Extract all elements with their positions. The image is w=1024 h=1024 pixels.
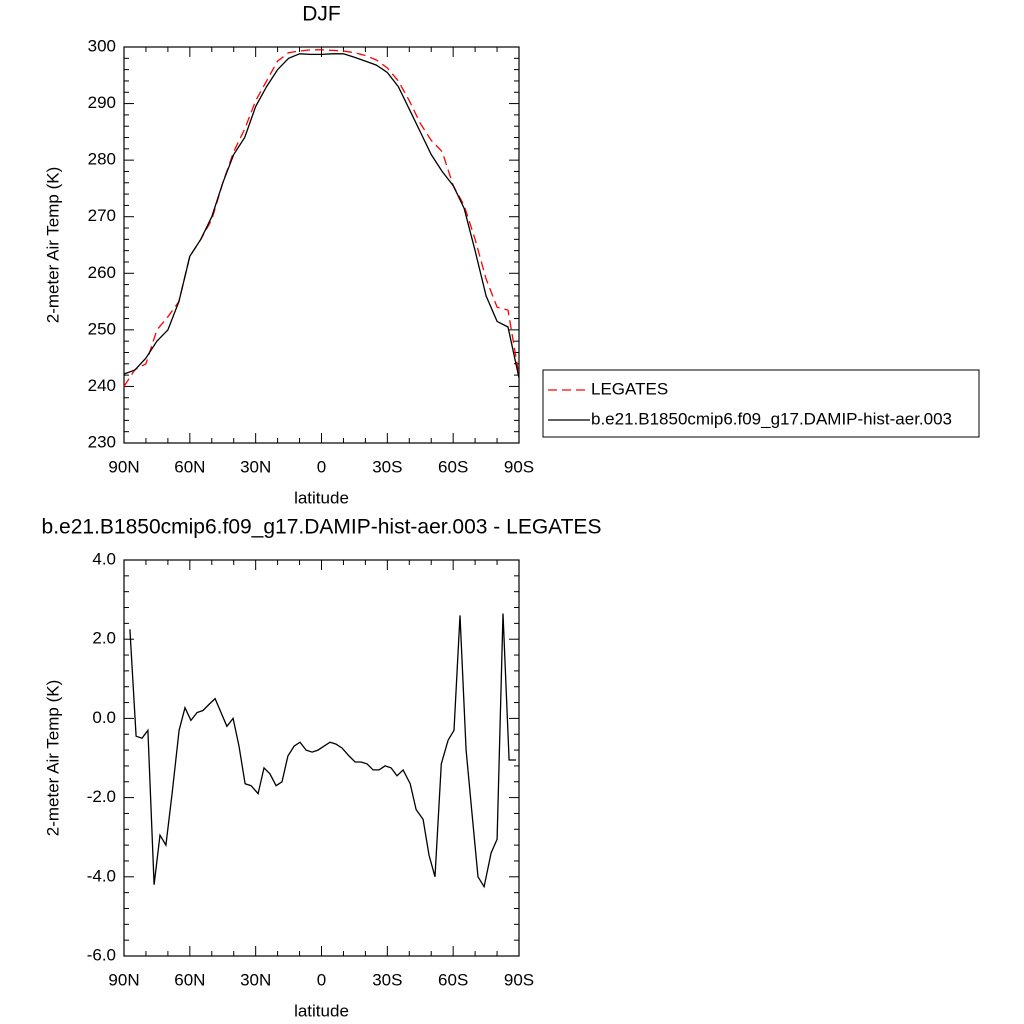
legend-box — [542, 369, 980, 438]
chart-title: DJF — [302, 3, 341, 26]
x-tick-label: 30S — [372, 457, 402, 476]
legend-label: LEGATES — [591, 379, 668, 398]
x-tick-label: 30N — [240, 457, 271, 476]
y-tick-label: -2.0 — [87, 787, 116, 806]
x-tick-label: 90S — [504, 457, 534, 476]
y-tick-label: 4.0 — [92, 549, 116, 568]
x-tick-label: 90S — [504, 970, 534, 989]
x-tick-label: 0 — [317, 457, 326, 476]
x-tick-label: 90N — [108, 457, 139, 476]
x-tick-label: 30S — [372, 970, 402, 989]
y-axis-label: 2-meter Air Temp (K) — [43, 167, 62, 324]
x-tick-label: 90N — [108, 970, 139, 989]
y-tick-label: 280 — [88, 150, 116, 169]
x-axis-label: latitude — [294, 1001, 349, 1020]
chart-title: b.e21.B1850cmip6.f09_g17.DAMIP-hist-aer.… — [42, 516, 602, 539]
y-tick-label: 230 — [88, 432, 116, 451]
x-tick-label: 60N — [174, 457, 205, 476]
legend-label: b.e21.B1850cmip6.f09_g17.DAMIP-hist-aer.… — [591, 409, 952, 428]
y-tick-label: 250 — [88, 319, 116, 338]
y-axis-label: 2-meter Air Temp (K) — [43, 680, 62, 837]
y-tick-label: 290 — [88, 93, 116, 112]
y-tick-label: 300 — [88, 36, 116, 55]
y-tick-label: -4.0 — [87, 866, 116, 885]
x-tick-label: 60N — [174, 970, 205, 989]
y-tick-label: -6.0 — [87, 945, 116, 964]
y-tick-label: 240 — [88, 376, 116, 395]
x-axis-label: latitude — [294, 488, 349, 507]
data-line — [129, 613, 517, 889]
x-tick-label: 0 — [317, 970, 326, 989]
x-tick-label: 30N — [240, 970, 271, 989]
x-tick-label: 60S — [438, 970, 468, 989]
y-tick-label: 270 — [88, 206, 116, 225]
y-tick-label: 260 — [88, 263, 116, 282]
data-line — [123, 53, 520, 379]
y-tick-label: 0.0 — [92, 708, 116, 727]
y-tick-label: 2.0 — [92, 629, 116, 648]
plot-frame — [123, 46, 520, 444]
data-line — [123, 49, 520, 387]
x-tick-label: 60S — [438, 457, 468, 476]
